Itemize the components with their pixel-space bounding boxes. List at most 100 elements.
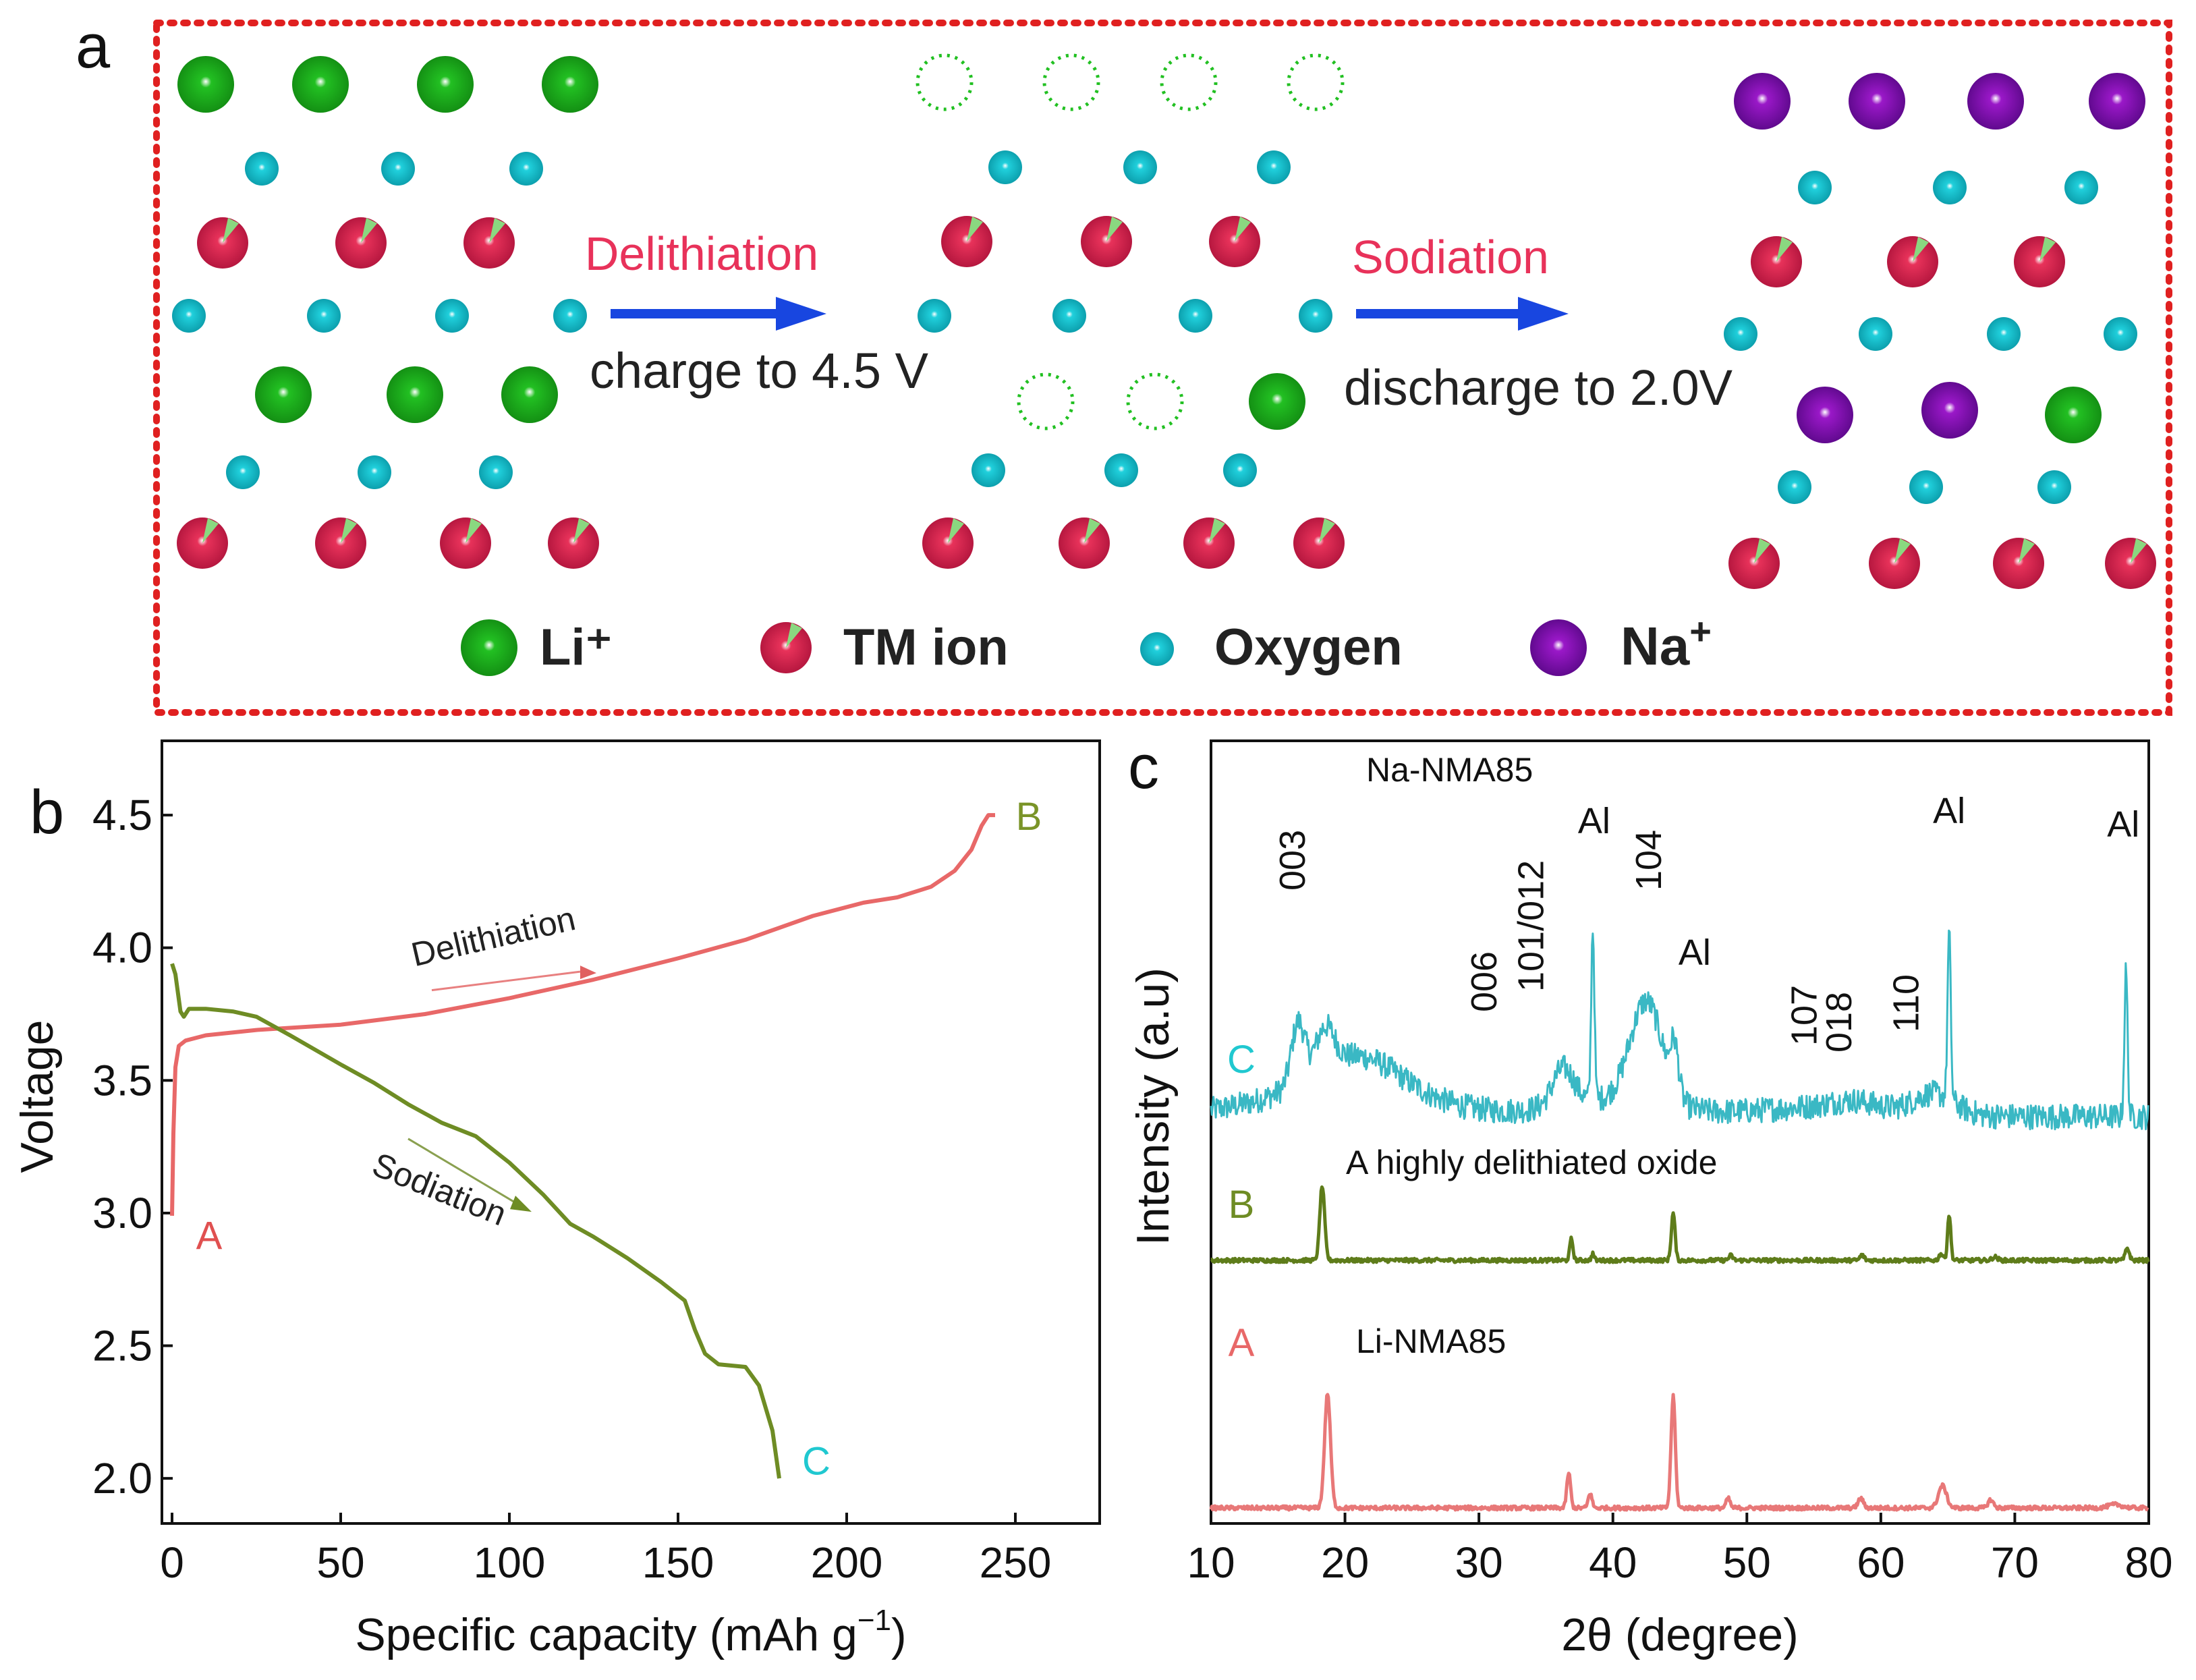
panel-c-xtick-label: 70: [1991, 1538, 2039, 1587]
li-ion: [417, 56, 474, 113]
oxygen-atom: [1987, 317, 2021, 351]
delithiation-annotation: Delithiation: [407, 899, 579, 974]
oxygen-atom: [1724, 317, 1757, 351]
tm-wedge: [489, 218, 505, 243]
tm-wedge: [361, 218, 377, 243]
discharge-condition: discharge to 2.0V: [1344, 360, 1733, 416]
legend-li-label: Li⁺: [540, 619, 613, 676]
sodiation-annotation-arrowhead: [510, 1196, 532, 1212]
li-vacancy: [1160, 53, 1218, 111]
legend-oxygen-marker: [1140, 632, 1174, 666]
sodiation-arrowhead: [1518, 297, 1569, 331]
series-a-description: Li-NMA85: [1356, 1322, 1506, 1360]
oxygen-atom: [479, 455, 513, 489]
oxygen-atom: [1223, 453, 1257, 487]
panel-b-xtick-label: 50: [316, 1538, 364, 1587]
tm-ion: [197, 217, 248, 269]
xrd-pattern-a: [1209, 1393, 2149, 1512]
charge-condition: charge to 4.5 V: [590, 343, 929, 399]
oxygen-atom: [226, 455, 260, 489]
tm-wedge: [2019, 538, 2035, 563]
panel-c-xlabel: 2θ (degree): [1561, 1609, 1799, 1660]
oxygen-atom: [381, 152, 415, 186]
legend-na-label: Na+: [1621, 610, 1712, 676]
na-ion: [1530, 619, 1587, 676]
panel-b-xtick-label: 150: [642, 1538, 714, 1587]
panel-c-ylabel: Intensity (a.u): [1127, 968, 1179, 1245]
panel-b-ytick-label: 4.0: [92, 924, 152, 972]
peak-label: Al: [1578, 801, 1610, 841]
tm-ion: [315, 517, 366, 569]
tm-wedge: [1319, 518, 1335, 543]
oxygen-atom: [1299, 299, 1332, 333]
oxygen-atom: [245, 152, 279, 186]
tm-ion: [1293, 517, 1345, 569]
tm-wedge: [2039, 237, 2056, 262]
panel-b-ytick-label: 3.5: [92, 1056, 152, 1104]
sodiation-annotation-arrow: [407, 1138, 520, 1206]
panel-b-point-label: A: [196, 1214, 223, 1258]
panel-b-ticks: 0 50 100 150 200 250 2.0 2.5 3.0 3.5 4.0 4.5: [92, 791, 1051, 1587]
panel-c-plot-frame: [1210, 739, 2150, 1525]
panel-b-xtick-label: 0: [160, 1538, 184, 1587]
tm-wedge: [1106, 217, 1123, 242]
tm-wedge: [2131, 538, 2147, 563]
panel-b-xtick-label: 100: [474, 1538, 546, 1587]
panel-b-label: b: [30, 778, 64, 847]
panel-a: a Delithiation charge to 4.5 V Sodiation…: [76, 12, 2172, 716]
panel-a-frame: [153, 20, 2172, 716]
li-ion: [177, 56, 234, 113]
panel-b-xtick-label: 250: [980, 1538, 1052, 1587]
li-ion: [255, 366, 312, 423]
panel-b-xlabel-end: ): [891, 1609, 907, 1660]
tm-ion: [2014, 236, 2065, 287]
delithiation-annotation-arrowhead: [580, 965, 596, 980]
peak-label: 110: [1886, 974, 1926, 1032]
tm-ion: [440, 517, 491, 569]
peak-label: Al: [1933, 791, 1965, 831]
tm-ion: [1887, 236, 1938, 287]
tm-wedge: [466, 518, 482, 543]
tm-wedge: [1913, 237, 1929, 262]
na-ion: [1797, 387, 1853, 443]
li-ion: [1249, 373, 1305, 430]
tm-ion: [1081, 216, 1132, 267]
na-ion: [1967, 73, 2024, 130]
atom-lattice: [172, 53, 2156, 589]
tm-wedge: [202, 518, 219, 543]
panel-c-label: c: [1128, 733, 1159, 802]
tm-ion: [1183, 517, 1235, 569]
panel-c-xtick-label: 30: [1455, 1538, 1503, 1587]
panel-b-ytick-label: 3.0: [92, 1189, 152, 1237]
oxygen-atom: [1123, 150, 1157, 184]
tm-wedge: [786, 623, 802, 648]
na-ion: [1849, 73, 1905, 130]
panel-b: b 0 50 100 150 200 250 2.0 2.5 3.0 3.5 4.0 4.5 A B C D…: [11, 739, 1101, 1660]
tm-ion: [922, 517, 974, 569]
peak-label: 003: [1272, 830, 1313, 891]
na-ion: [2089, 73, 2145, 130]
oxygen-atom: [553, 299, 587, 333]
li-ion: [387, 366, 443, 423]
panel-c-ticks: 10 20 30 40 50 60 70 80: [1187, 1513, 2173, 1587]
series-b-description: A highly delithiated oxide: [1346, 1144, 1717, 1181]
tm-ion: [760, 622, 812, 673]
peak-label: Al: [2107, 804, 2139, 845]
tm-wedge: [1235, 217, 1251, 242]
tm-wedge: [948, 518, 964, 543]
panel-c-xtick-label: 10: [1187, 1538, 1235, 1587]
peak-label: 107: [1784, 985, 1825, 1046]
panel-b-point-label: B: [1016, 795, 1042, 839]
oxygen-atom: [1052, 299, 1086, 333]
oxygen-atom: [2104, 317, 2137, 351]
oxygen-atom: [972, 453, 1005, 487]
oxygen-atom: [1859, 317, 1892, 351]
panel-c-xtick-label: 40: [1589, 1538, 1637, 1587]
panel-b-xlabel: Specific capacity (mAh g−1): [355, 1604, 906, 1660]
panel-b-ylabel: Voltage: [11, 1020, 63, 1173]
panel-a-label: a: [76, 12, 111, 81]
xrd-pattern-c: [1210, 929, 2149, 1131]
